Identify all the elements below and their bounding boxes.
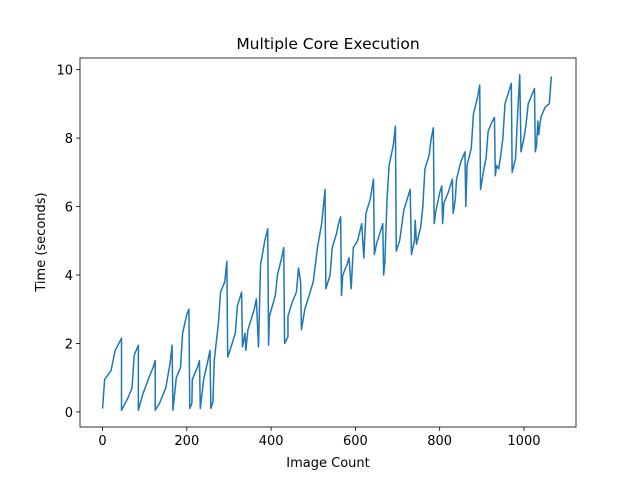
x-tick-label: 400 [259, 434, 284, 449]
y-tick-label: 2 [65, 337, 73, 352]
chart-title: Multiple Core Execution [236, 35, 419, 53]
y-tick-label: 6 [65, 201, 73, 216]
y-tick-label: 10 [56, 64, 73, 79]
y-tick-label: 0 [65, 406, 73, 421]
data-line [101, 74, 553, 411]
plot-frame [79, 57, 577, 428]
x-tick-label: 0 [98, 434, 106, 449]
x-tick-label: 600 [343, 434, 368, 449]
y-tick-label: 8 [65, 132, 73, 147]
y-axis-label: Time (seconds) [34, 192, 49, 292]
x-tick-label: 800 [427, 434, 452, 449]
x-tick-label: 200 [174, 434, 199, 449]
y-tick-label: 4 [65, 269, 73, 284]
x-axis-label: Image Count [286, 456, 369, 471]
x-tick-label: 1000 [507, 434, 540, 449]
